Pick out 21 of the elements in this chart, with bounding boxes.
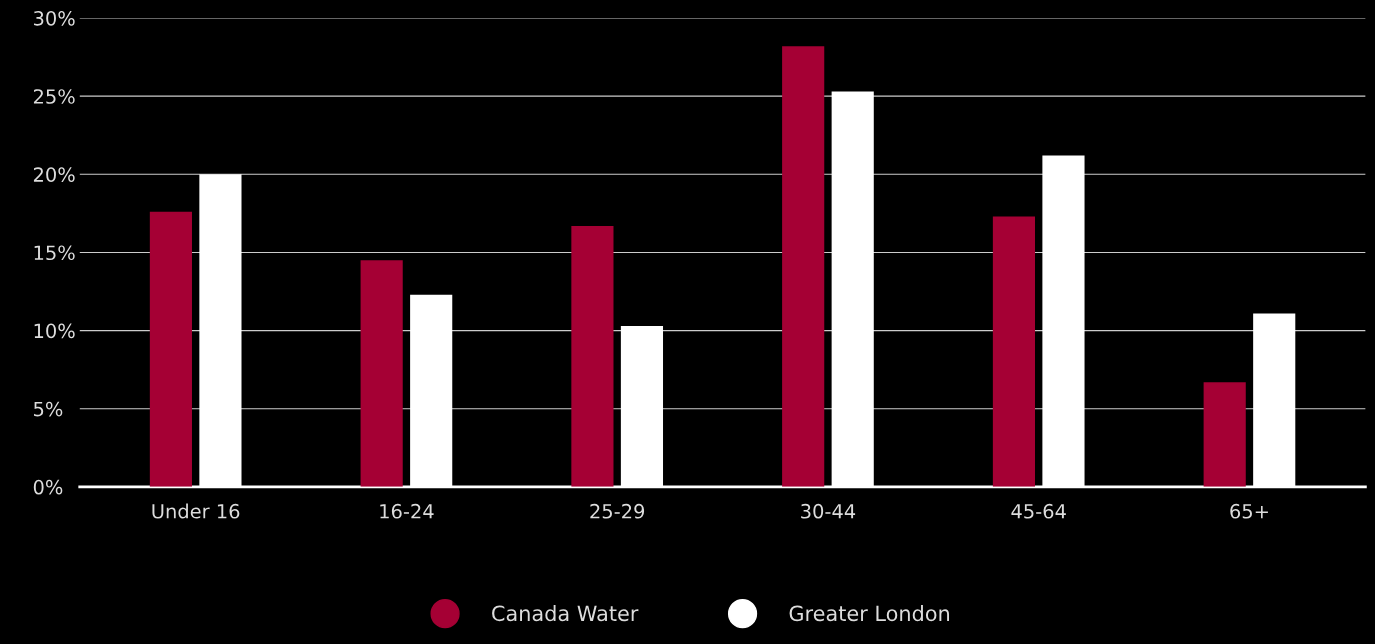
y-tick-label: 5% xyxy=(34,401,63,417)
x-tick-label: 16-24 xyxy=(380,503,434,519)
legend-label: Greater London xyxy=(789,605,949,622)
y-tick-label: 30% xyxy=(34,10,75,26)
bar xyxy=(782,46,825,487)
y-tick-label: 25% xyxy=(33,89,75,104)
bar xyxy=(571,225,614,487)
y-tick-label: 15% xyxy=(34,245,75,261)
bar xyxy=(1203,382,1246,487)
x-tick-label: 45-64 xyxy=(1011,503,1066,519)
x-tick-label: 30-44 xyxy=(801,503,856,519)
y-tick-label: 10% xyxy=(34,323,75,339)
legend-label: Canada Water xyxy=(492,605,639,622)
bar xyxy=(992,216,1036,487)
x-tick-label: 65+ xyxy=(1230,503,1268,519)
x-tick-label: 25-29 xyxy=(590,503,645,519)
bar xyxy=(360,260,403,487)
bar xyxy=(149,211,192,487)
y-tick-label: 20% xyxy=(33,167,75,182)
y-tick-label: 0% xyxy=(33,479,63,495)
x-tick-label: Under 16 xyxy=(152,503,240,519)
